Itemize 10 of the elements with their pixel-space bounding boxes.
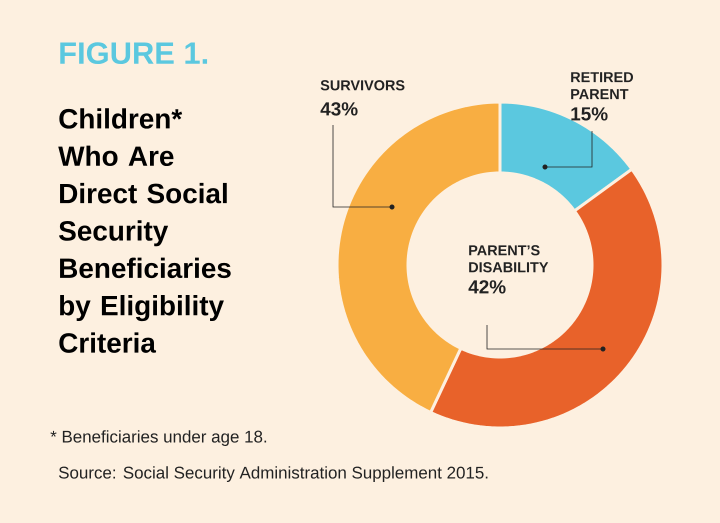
text: Children* Who Are Direct Social Security Beneficiaries by Eligibility Criteria	[58, 108, 231, 353]
slice-label: SURVIVORS	[320, 80, 404, 90]
data-label: 15%	[571, 107, 608, 121]
source-note: Source: Social Security Administration Supplement 2015.	[58, 466, 488, 482]
data-label: 43%	[320, 102, 358, 116]
slice-label: PARENT’S DISABILITY	[469, 245, 548, 272]
text: * Beneficiaries under age 18.	[50, 430, 266, 446]
chart-title: FIGURE 1.	[60, 42, 208, 64]
slice-label: RETIRED PARENT	[571, 72, 634, 100]
data-label: 42%	[468, 280, 506, 294]
